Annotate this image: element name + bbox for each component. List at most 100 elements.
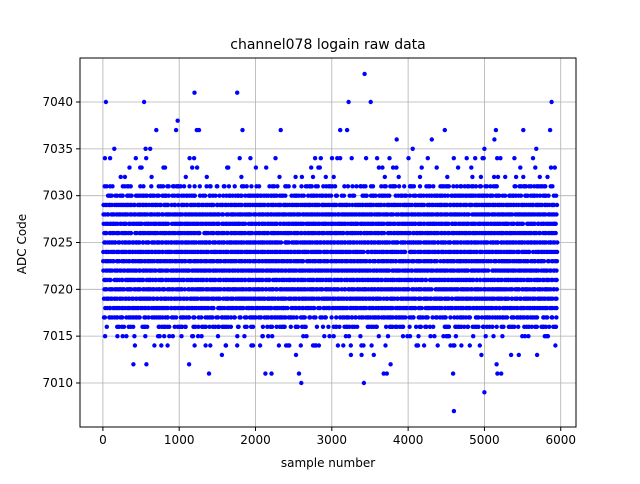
data-point [541, 259, 547, 264]
data-point [144, 193, 150, 198]
data-point [407, 324, 412, 329]
data-point [383, 184, 388, 189]
data-point [500, 334, 505, 339]
data-point [128, 230, 134, 236]
data-point [267, 277, 272, 283]
data-point [271, 184, 277, 189]
data-point [120, 193, 125, 198]
data-point [137, 287, 143, 292]
data-point [146, 315, 151, 320]
data-point [204, 174, 209, 180]
data-point [385, 334, 391, 339]
data-point [122, 174, 128, 180]
data-point [317, 165, 322, 170]
data-point [419, 305, 424, 311]
data-point [260, 324, 266, 329]
data-point [269, 371, 274, 376]
data-point [304, 334, 309, 339]
data-point [243, 221, 248, 226]
data-point [421, 193, 426, 198]
data-point [516, 324, 521, 329]
data-point [299, 174, 305, 180]
data-point [534, 146, 539, 151]
data-point [495, 240, 501, 245]
data-point [192, 90, 197, 95]
data-point [270, 334, 275, 339]
data-point [526, 334, 531, 339]
data-point [300, 259, 306, 264]
data-point [394, 165, 399, 170]
data-point [404, 305, 409, 311]
x-tick-label: 5000 [469, 433, 500, 447]
data-point [187, 156, 192, 161]
data-point [427, 324, 433, 329]
data-point [183, 324, 188, 329]
data-point [204, 184, 209, 189]
data-point [451, 156, 456, 161]
data-point [424, 324, 429, 329]
data-point [459, 343, 464, 348]
data-point [407, 230, 413, 236]
data-point [427, 184, 433, 189]
data-point [494, 362, 499, 367]
data-point [274, 287, 280, 292]
x-tick-label: 0 [99, 433, 107, 447]
data-point [115, 334, 120, 339]
data-point [114, 193, 120, 198]
data-point [149, 184, 154, 189]
data-point [413, 305, 418, 311]
data-point [226, 165, 231, 170]
data-point [450, 371, 456, 376]
data-point [196, 324, 201, 329]
data-point [471, 334, 476, 339]
data-point [479, 352, 484, 358]
data-point [315, 184, 320, 189]
data-point [413, 296, 418, 301]
data-point [317, 305, 323, 311]
data-point [192, 184, 197, 189]
data-point [110, 184, 115, 189]
data-point [314, 324, 320, 329]
data-point [429, 137, 434, 142]
data-point [301, 193, 306, 198]
data-point [421, 202, 427, 208]
data-point [417, 174, 423, 180]
data-point [485, 240, 490, 245]
data-point [464, 156, 469, 161]
data-point [187, 184, 192, 189]
data-point [120, 334, 125, 339]
data-point [466, 212, 471, 217]
data-point [173, 315, 179, 320]
data-point [104, 324, 110, 329]
y-tick-label: 7020 [42, 282, 73, 296]
data-point [274, 193, 279, 198]
data-point [166, 193, 171, 198]
data-point [492, 137, 497, 142]
data-point [102, 156, 108, 161]
data-point [244, 324, 249, 329]
data-point [170, 334, 175, 339]
data-point [274, 221, 279, 226]
data-point [176, 202, 181, 208]
data-point [545, 174, 550, 180]
data-point [435, 343, 440, 348]
data-point [495, 156, 500, 161]
data-point [184, 296, 190, 301]
data-point [521, 174, 526, 180]
data-point [165, 305, 170, 311]
data-point [144, 156, 149, 161]
data-point [197, 184, 202, 189]
data-point [318, 249, 323, 255]
data-point [153, 268, 158, 273]
data-point [530, 156, 536, 161]
data-point [491, 334, 496, 339]
data-point [186, 362, 192, 367]
data-point [186, 315, 192, 320]
data-point [244, 315, 249, 320]
data-point [555, 240, 560, 245]
y-tick-label: 7030 [42, 189, 73, 203]
data-point [554, 202, 560, 208]
data-point [553, 324, 559, 329]
data-point [211, 202, 216, 208]
data-point [182, 287, 188, 292]
